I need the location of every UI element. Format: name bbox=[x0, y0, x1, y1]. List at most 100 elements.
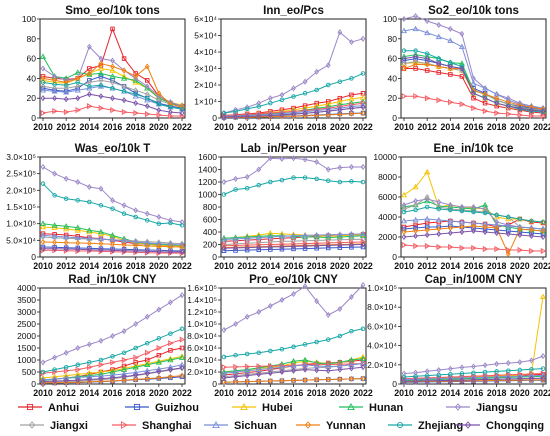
data-point bbox=[52, 85, 57, 92]
data-point bbox=[156, 352, 162, 358]
data-point bbox=[447, 37, 454, 44]
data-point bbox=[325, 234, 332, 240]
data-point bbox=[132, 362, 139, 369]
y-tick-label: 1000 bbox=[17, 355, 36, 365]
data-point bbox=[291, 111, 296, 118]
data-point bbox=[168, 340, 174, 347]
data-point bbox=[51, 222, 58, 228]
series-line bbox=[403, 225, 544, 256]
data-point bbox=[63, 364, 69, 370]
y-tick-label: 5.0×10⁴ bbox=[6, 235, 36, 245]
data-point bbox=[291, 85, 296, 92]
series-line bbox=[43, 248, 182, 253]
y-tick-label: 3×10⁴ bbox=[194, 64, 217, 74]
y-tick-label: 4000 bbox=[378, 212, 397, 222]
data-point bbox=[63, 245, 69, 253]
series-line bbox=[403, 56, 544, 112]
series-sichuan bbox=[220, 230, 367, 242]
legend-marker bbox=[454, 403, 462, 411]
x-tick-label: 2022 bbox=[172, 388, 192, 398]
data-point bbox=[458, 43, 465, 49]
y-tick-label: 80 bbox=[27, 34, 37, 44]
legend-label: Yunnan bbox=[326, 420, 366, 432]
data-point bbox=[529, 370, 535, 378]
y-tick-label: 40 bbox=[388, 73, 398, 83]
data-point bbox=[482, 376, 488, 383]
data-point bbox=[314, 245, 319, 251]
data-point bbox=[401, 209, 407, 215]
data-point bbox=[121, 356, 128, 364]
y-tick-label: 1600 bbox=[198, 152, 217, 162]
data-point bbox=[291, 243, 296, 250]
data-point bbox=[221, 326, 227, 334]
y-tick-label: 1500 bbox=[17, 343, 36, 353]
data-point bbox=[86, 341, 92, 348]
data-point bbox=[267, 370, 273, 377]
data-point bbox=[401, 15, 407, 23]
data-point bbox=[325, 311, 331, 319]
x-tick-label: 2018 bbox=[307, 388, 327, 398]
data-point bbox=[505, 223, 512, 230]
x-tick-label: 2020 bbox=[510, 261, 530, 271]
data-point bbox=[349, 39, 354, 46]
data-point bbox=[256, 100, 262, 107]
data-point bbox=[52, 82, 57, 87]
data-point bbox=[471, 105, 477, 112]
data-point bbox=[360, 163, 366, 171]
data-point bbox=[267, 368, 273, 376]
data-point bbox=[109, 368, 116, 375]
x-tick-label: 2016 bbox=[103, 261, 123, 271]
data-point bbox=[291, 246, 296, 252]
data-point bbox=[413, 378, 418, 385]
data-point bbox=[133, 376, 139, 383]
data-point bbox=[360, 244, 366, 250]
data-point bbox=[167, 356, 174, 363]
data-point bbox=[337, 376, 343, 383]
data-point bbox=[144, 83, 150, 90]
data-point bbox=[506, 371, 512, 378]
data-point bbox=[144, 85, 151, 91]
data-point bbox=[325, 166, 331, 173]
data-point bbox=[279, 243, 285, 250]
data-point bbox=[110, 332, 115, 340]
x-tick-label: 2018 bbox=[487, 388, 507, 398]
data-point bbox=[167, 241, 174, 247]
data-point bbox=[529, 247, 535, 255]
data-point bbox=[482, 228, 488, 236]
y-tick-label: 2000 bbox=[17, 331, 36, 341]
data-point bbox=[459, 364, 465, 371]
data-point bbox=[75, 362, 80, 368]
x-tick-label: 2022 bbox=[353, 388, 373, 398]
data-point bbox=[360, 71, 366, 76]
y-tick-label: 1000 bbox=[198, 190, 217, 200]
data-point bbox=[494, 360, 500, 367]
data-point bbox=[168, 373, 173, 380]
series-zhejiang bbox=[40, 181, 185, 228]
data-point bbox=[75, 247, 81, 255]
data-point bbox=[74, 224, 81, 230]
data-point bbox=[40, 109, 47, 117]
data-point bbox=[144, 361, 151, 368]
x-tick-label: 2010 bbox=[394, 261, 414, 271]
data-point bbox=[256, 378, 262, 385]
data-point bbox=[168, 239, 173, 247]
x-tick-label: 2010 bbox=[33, 122, 53, 132]
data-point bbox=[413, 222, 418, 228]
x-tick-label: 2010 bbox=[33, 261, 53, 271]
legend-marker bbox=[240, 402, 248, 411]
data-point bbox=[337, 106, 343, 113]
series-jiangsu bbox=[40, 163, 185, 226]
y-tick-label: 6000 bbox=[378, 192, 397, 202]
series-line bbox=[403, 244, 543, 252]
data-point bbox=[314, 109, 320, 116]
data-point bbox=[179, 240, 185, 247]
y-tick-label: 5×10⁴ bbox=[194, 31, 217, 41]
data-point bbox=[86, 246, 92, 253]
data-point bbox=[40, 181, 46, 186]
series-jiangsu bbox=[221, 29, 366, 117]
series-chongqing bbox=[221, 104, 366, 121]
data-point bbox=[256, 370, 262, 377]
data-point bbox=[505, 250, 511, 258]
y-tick-label: 1×10⁴ bbox=[194, 97, 217, 107]
data-point bbox=[256, 182, 262, 188]
